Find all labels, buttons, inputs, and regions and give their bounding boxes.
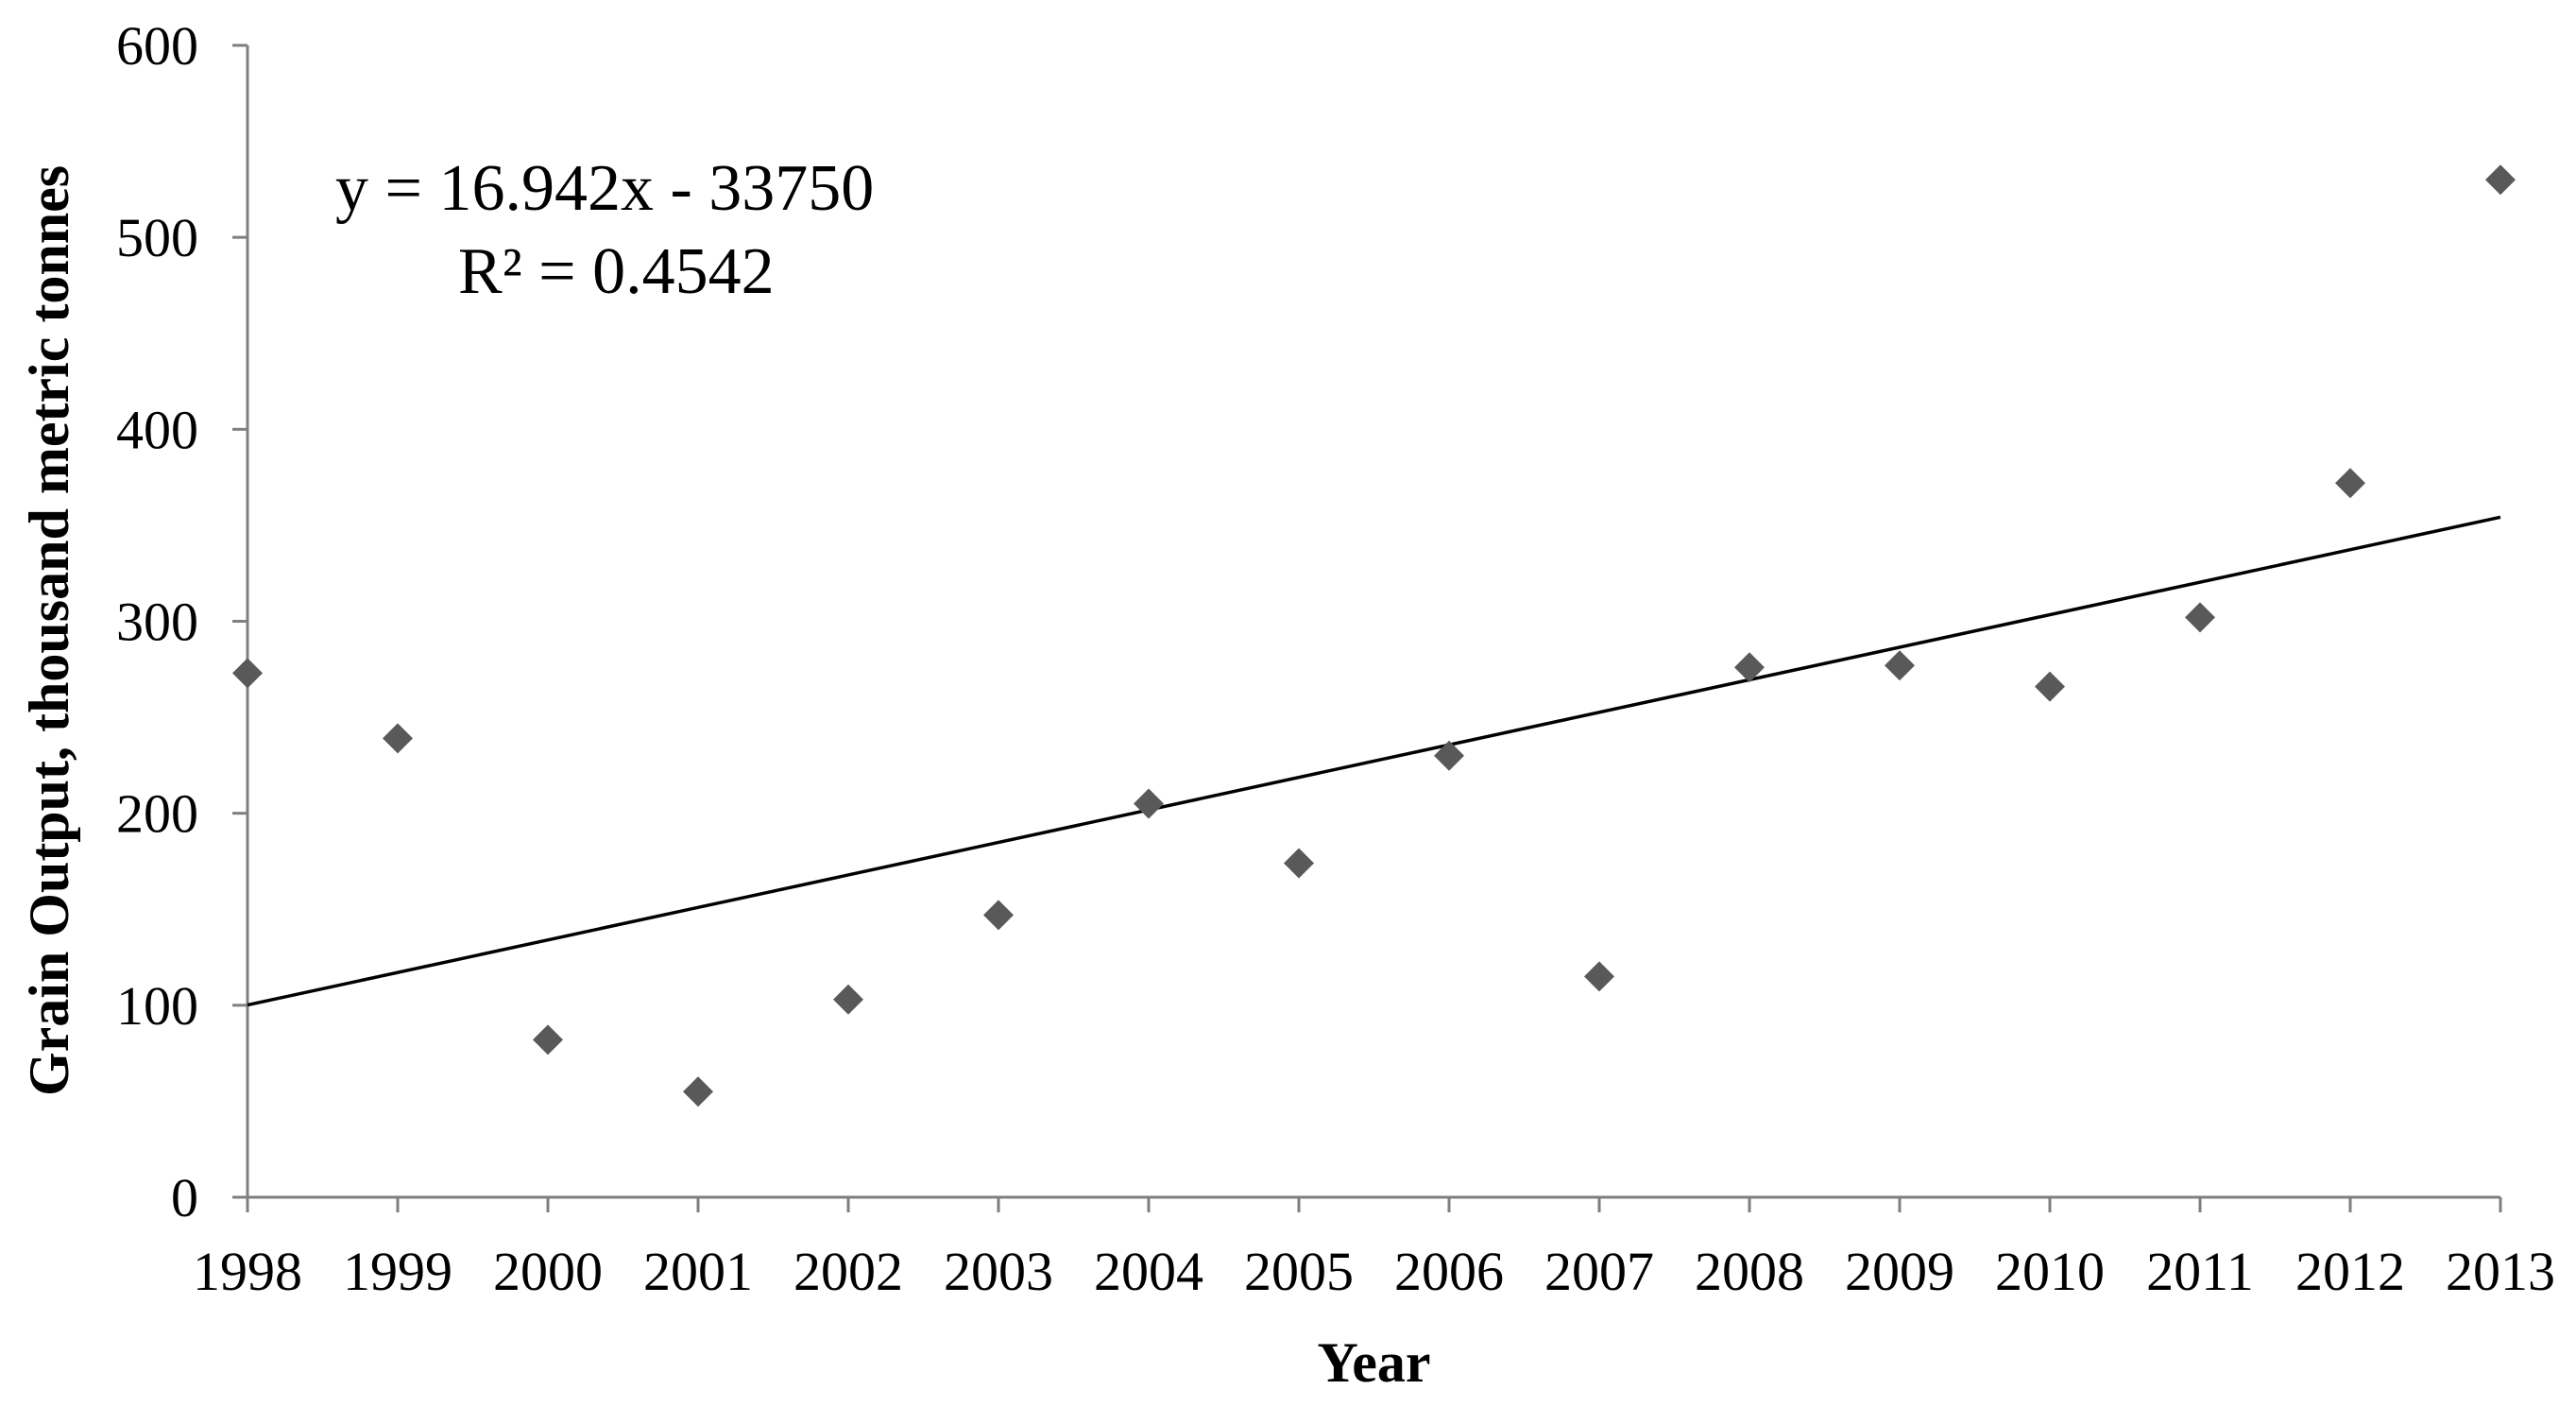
data-point [2185,602,2215,633]
x-tick-label: 2012 [2295,1241,2405,1302]
data-point [1284,848,1314,879]
y-tick-label: 500 [116,207,198,268]
x-tick-label: 2003 [944,1241,1053,1302]
x-tick-label: 2008 [1695,1241,1804,1302]
data-point [1584,961,1614,992]
y-tick-label: 300 [116,592,198,653]
x-tick-label: 2005 [1244,1241,1354,1302]
data-point [2035,671,2065,702]
x-tick-label: 2013 [2446,1241,2555,1302]
data-point [383,723,413,754]
x-tick-label: 2001 [643,1241,753,1302]
data-point [2485,164,2516,196]
y-ticks: 0 100 200 300 400 500 600 [116,15,247,1228]
x-tick-label: 2004 [1094,1241,1203,1302]
x-tick-label: 2009 [1845,1241,1954,1302]
x-tick-label: 2011 [2146,1241,2254,1302]
y-axis: 0 100 200 300 400 500 600 [116,15,249,1228]
data-point [533,1024,563,1055]
x-tick-label: 2006 [1394,1241,1504,1302]
y-tick-label: 600 [116,15,198,77]
x-axis: 1998 1999 2000 2001 2002 2003 2004 2005 2006 2007… [193,1195,2555,1302]
x-axis-title: Year [1318,1331,1431,1394]
trendline [247,515,2501,1007]
data-point [2335,468,2365,499]
y-axis-title: Grain Output, thousand metric tonnes [18,165,80,1096]
y-tick-label: 0 [171,1167,198,1228]
trendline-equation: y = 16.942x - 33750 [335,152,874,225]
data-points [232,164,2516,1107]
data-point [983,900,1014,931]
x-ticks: 1998 1999 2000 2001 2002 2003 2004 2005 2006 2007… [193,1197,2555,1302]
data-point [1885,650,1915,681]
data-point [1734,652,1765,683]
data-point [1434,740,1464,771]
r-squared-label: R² = 0.4542 [458,235,775,308]
x-tick-label: 2007 [1544,1241,1654,1302]
data-point [232,658,263,689]
x-tick-label: 1999 [343,1241,452,1302]
y-tick-label: 400 [116,399,198,460]
data-point [1134,788,1164,819]
data-point [683,1076,713,1107]
y-tick-label: 200 [116,783,198,845]
data-point [833,984,863,1015]
y-tick-label: 100 [116,975,198,1037]
x-tick-label: 2010 [1995,1241,2105,1302]
x-tick-label: 2000 [493,1241,603,1302]
x-tick-label: 2002 [793,1241,903,1302]
x-tick-label: 1998 [193,1241,302,1302]
